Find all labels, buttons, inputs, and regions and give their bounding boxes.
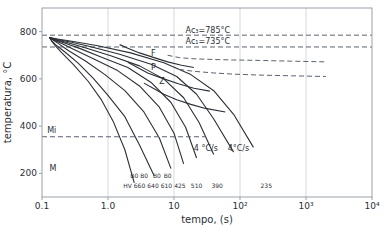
row-label: HV 660 [123,182,145,189]
row-label: 390 [211,182,223,189]
row-label: 510 [191,182,203,189]
tick-mark [174,197,175,200]
series-line [50,38,184,164]
row-label: B0 [140,172,148,179]
grid-line [240,8,241,197]
series-line [50,38,254,148]
grid-line [108,8,109,197]
tick-mark [372,197,373,200]
tick-mark [39,126,42,127]
tick-label: 800 [20,27,37,37]
series-line [42,136,205,137]
annotation: Ac₃=785°C [186,26,231,35]
annotation: 4°C/s [228,144,250,153]
grid-line [306,8,307,197]
tick-label: 200 [20,168,37,178]
tick-mark [306,197,307,200]
series-line [179,69,326,76]
tick-label: 10 [168,201,180,211]
tick-label: 600 [20,74,37,84]
reference-line [42,35,372,36]
row-label: B0 [164,172,172,179]
annotation: P [151,63,156,72]
tick-mark [240,197,241,200]
annotation: 4 °C/s [194,144,218,153]
row-label: 235 [261,182,273,189]
tick-mark [108,197,109,200]
row-label: 640 [147,182,159,189]
tick-label: 10³ [298,201,313,211]
row-label: B0 [130,172,138,179]
annotation: F [151,49,156,58]
tick-label: 0.1 [35,201,49,211]
plot-area [42,35,372,183]
row-label: 425 [174,182,186,189]
tick-label: 1.0 [101,201,116,211]
tick-mark [39,173,42,174]
plot-frame [42,8,372,197]
tick-mark [39,31,42,32]
row-label: 610 [161,182,173,189]
series-line [128,62,210,91]
annotation: M [50,164,57,173]
chart: 0.1 1.0 10 10² 10³ 10⁴ 200 400 600 800 tempo, (s) t… [0,0,384,227]
tick-label: 10⁴ [364,201,379,211]
series-line [144,83,225,112]
grid-line [174,8,175,197]
annotation: Mi [47,126,56,135]
tick-label: 10² [232,201,247,211]
series-line [168,55,326,62]
x-axis-label: tempo, (s) [181,214,233,225]
tick-label: 400 [20,121,37,131]
row-label: B0 [153,172,161,179]
series-line [50,38,234,153]
annotation: Z [159,77,165,86]
y-axis-label: temperatura, °C [2,62,13,143]
tick-mark [39,78,42,79]
series-line [50,38,171,169]
annotation: Ac₁=735°C [186,37,231,46]
tick-mark [42,197,43,200]
